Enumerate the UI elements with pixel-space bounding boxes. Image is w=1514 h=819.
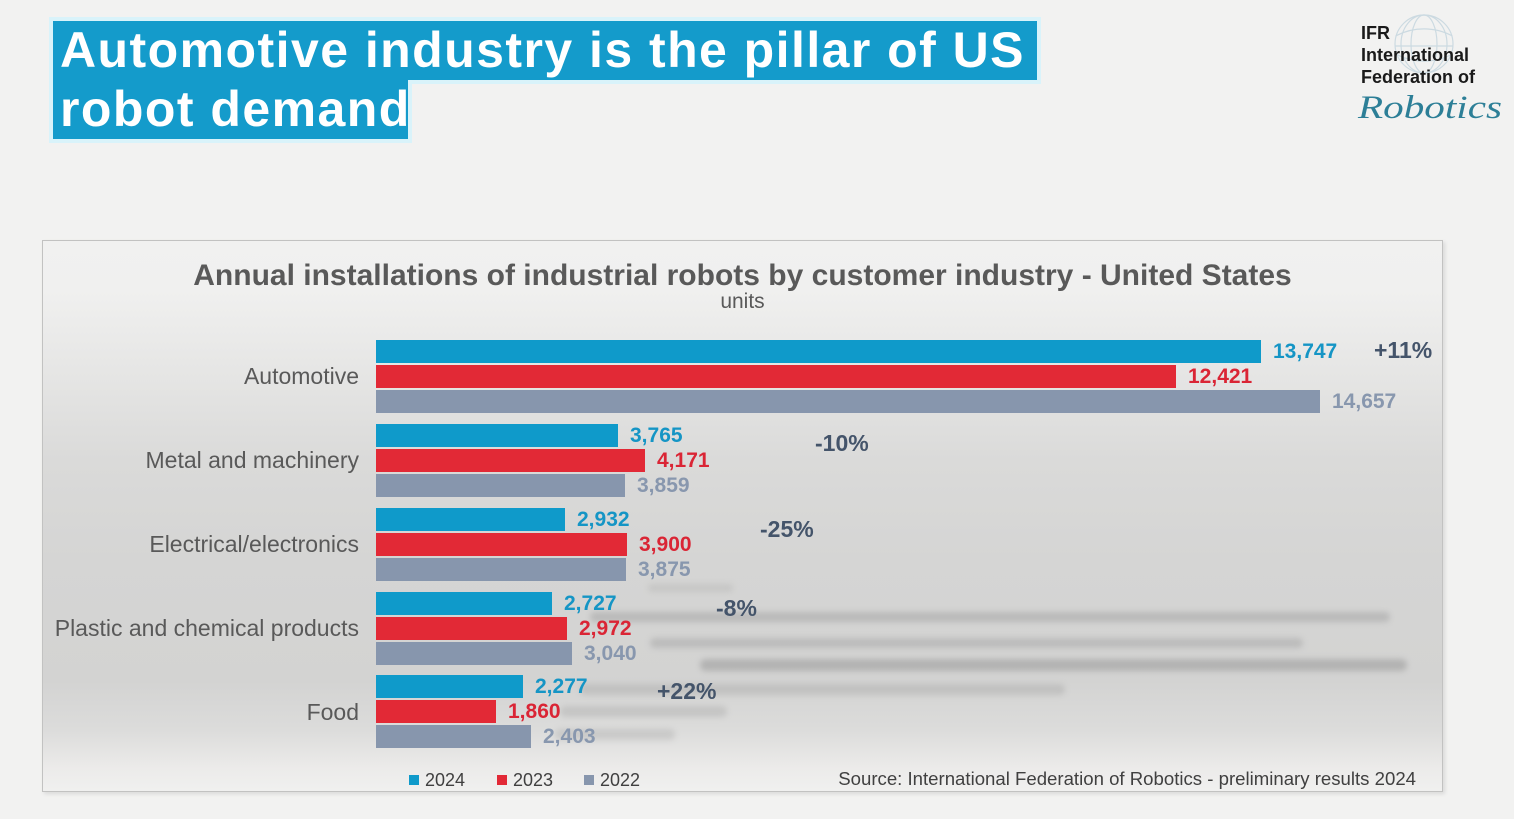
svg-text:Robotics: Robotics <box>1357 90 1502 126</box>
